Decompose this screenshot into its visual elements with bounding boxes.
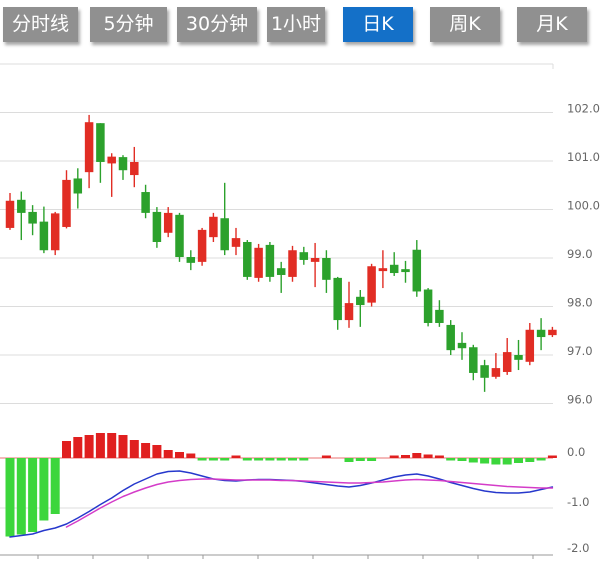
- period-tabbar: 分时线 5分钟 30分钟 1小时 日K 周K 月K: [0, 0, 604, 46]
- tab-weekly[interactable]: 周K: [430, 7, 500, 42]
- tab-daily[interactable]: 日K: [343, 7, 413, 42]
- svg-text:99.0: 99.0: [567, 247, 593, 261]
- svg-text:-2.0: -2.0: [567, 541, 589, 555]
- price-axis-labels: 102.0 101.0 100.0 99.0 98.0 97.0 96.0: [567, 102, 600, 407]
- svg-text:97.0: 97.0: [567, 344, 593, 358]
- svg-text:102.0: 102.0: [567, 102, 600, 116]
- svg-text:-1.0: -1.0: [567, 495, 589, 509]
- tab-5min[interactable]: 5分钟: [90, 7, 167, 42]
- svg-text:96.0: 96.0: [567, 393, 593, 407]
- macd-axis-labels: 0.0 -1.0 -2.0: [567, 445, 589, 555]
- tab-30min[interactable]: 30分钟: [177, 7, 257, 42]
- tab-timeline[interactable]: 分时线: [3, 7, 78, 42]
- tab-monthly[interactable]: 月K: [517, 7, 587, 42]
- tab-1hour[interactable]: 1小时: [267, 7, 325, 42]
- svg-text:98.0: 98.0: [567, 296, 593, 310]
- svg-text:0.0: 0.0: [567, 445, 585, 459]
- time-axis: [0, 554, 553, 559]
- macd-histogram: [5, 433, 557, 537]
- candles-layer: [5, 114, 557, 392]
- svg-text:100.0: 100.0: [567, 199, 600, 213]
- dea-line: [65, 478, 554, 528]
- svg-text:101.0: 101.0: [567, 150, 600, 164]
